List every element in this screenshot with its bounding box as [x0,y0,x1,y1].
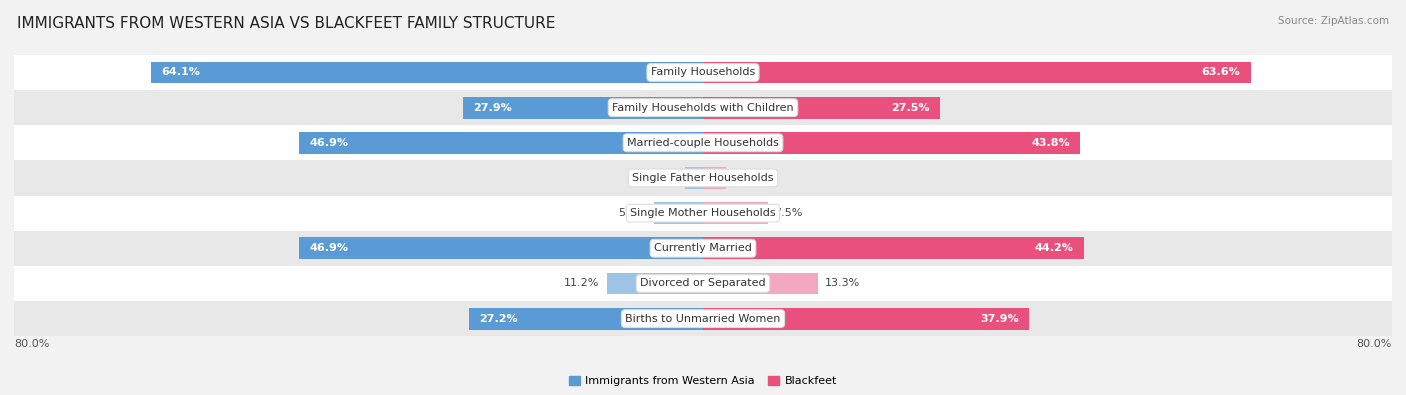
Text: 27.9%: 27.9% [472,103,512,113]
Bar [14,266,1392,301]
Text: Source: ZipAtlas.com: Source: ZipAtlas.com [1278,16,1389,26]
Text: Family Households: Family Households [651,68,755,77]
Legend: Immigrants from Western Asia, Blackfeet: Immigrants from Western Asia, Blackfeet [568,376,838,386]
Text: 80.0%: 80.0% [1357,339,1392,349]
Text: 27.2%: 27.2% [479,314,517,324]
Bar [150,62,703,83]
Text: Family Households with Children: Family Households with Children [612,103,794,113]
Text: IMMIGRANTS FROM WESTERN ASIA VS BLACKFEET FAMILY STRUCTURE: IMMIGRANTS FROM WESTERN ASIA VS BLACKFEE… [17,16,555,31]
Text: 5.7%: 5.7% [619,208,647,218]
Text: 80.0%: 80.0% [14,339,49,349]
Bar [606,273,703,294]
Bar [703,237,1084,259]
Text: Divorced or Separated: Divorced or Separated [640,278,766,288]
Bar [14,125,1392,160]
Text: Births to Unmarried Women: Births to Unmarried Women [626,314,780,324]
Text: 63.6%: 63.6% [1202,68,1240,77]
Bar [14,55,1392,90]
Text: 27.5%: 27.5% [891,103,929,113]
Bar [463,97,703,118]
Text: 7.5%: 7.5% [775,208,803,218]
Bar [468,308,703,329]
Text: 11.2%: 11.2% [564,278,599,288]
Text: 46.9%: 46.9% [309,138,349,148]
Bar [299,132,703,154]
Text: 2.1%: 2.1% [650,173,678,183]
Text: Married-couple Households: Married-couple Households [627,138,779,148]
Bar [703,167,727,189]
Bar [14,231,1392,266]
Bar [14,90,1392,125]
Bar [703,273,817,294]
Bar [703,308,1029,329]
Bar [14,301,1392,336]
Bar [703,132,1080,154]
Bar [685,167,703,189]
Text: Currently Married: Currently Married [654,243,752,253]
Text: 46.9%: 46.9% [309,243,349,253]
Bar [299,237,703,259]
Bar [703,62,1251,83]
Text: 44.2%: 44.2% [1035,243,1073,253]
Text: Single Mother Households: Single Mother Households [630,208,776,218]
Text: 37.9%: 37.9% [980,314,1019,324]
Text: 64.1%: 64.1% [162,68,200,77]
Bar [654,202,703,224]
Text: 13.3%: 13.3% [824,278,859,288]
Text: 2.7%: 2.7% [733,173,762,183]
Bar [14,160,1392,196]
Bar [703,202,768,224]
Bar [14,196,1392,231]
Text: Single Father Households: Single Father Households [633,173,773,183]
Text: 43.8%: 43.8% [1031,138,1070,148]
Bar [703,97,939,118]
